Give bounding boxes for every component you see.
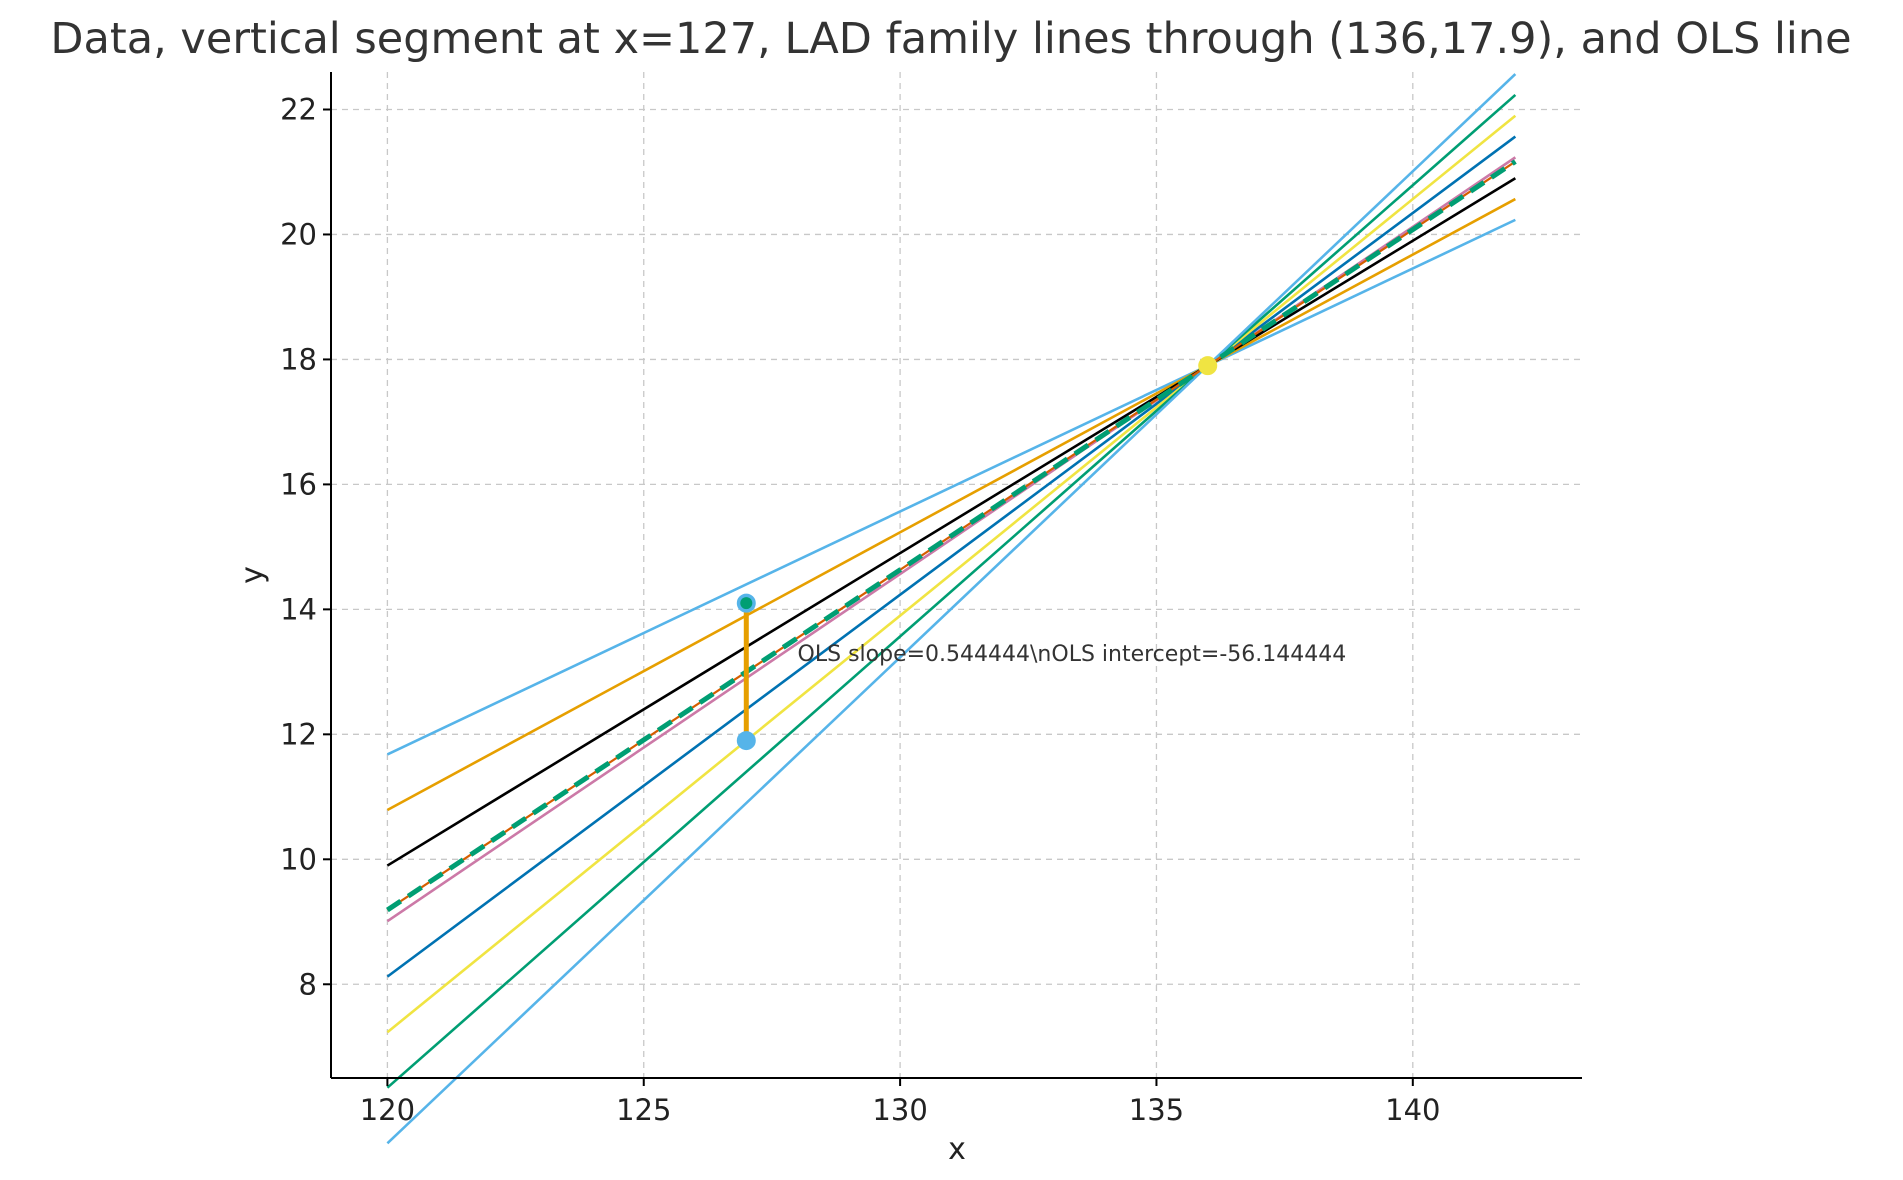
- lad-line-3: [386, 177, 1517, 867]
- lad-line-5: [386, 135, 1517, 978]
- axes: 120 125 130 135 140 8 10 12 14 16 18 20 22: [280, 72, 1582, 1127]
- ols-annotation: OLS slope=0.544444\nOLS intercept=-56.14…: [798, 642, 1347, 667]
- y-tick-label: 20: [280, 217, 317, 251]
- y-tick-label: 14: [280, 592, 317, 626]
- x-tick-label: 125: [616, 1093, 671, 1127]
- data-point-3: [1198, 356, 1218, 376]
- y-tick-label: 18: [280, 342, 317, 376]
- data-point-1-overlay: [740, 597, 753, 610]
- lad-line-6: [386, 114, 1517, 1034]
- lad-line-7: [386, 93, 1517, 1089]
- lad-line-8: [386, 73, 1517, 1145]
- x-axis-label: x: [948, 1132, 966, 1167]
- grid: [331, 72, 1582, 1078]
- y-tick-label: 22: [280, 92, 317, 126]
- ols-line: [386, 159, 1517, 913]
- lad-line-1: [386, 218, 1516, 756]
- y-tick-label: 16: [280, 467, 317, 501]
- x-tick-label: 120: [360, 1093, 415, 1127]
- y-tick-label: 10: [280, 842, 317, 876]
- data-point-2: [736, 731, 756, 751]
- lad-line-2: [386, 197, 1516, 812]
- y-axis-label: y: [235, 566, 270, 584]
- y-tick-label: 8: [299, 967, 317, 1001]
- x-tick-label: 135: [1129, 1093, 1184, 1127]
- chart-title: Data, vertical segment at x=127, LAD fam…: [50, 14, 1851, 64]
- x-tick-label: 140: [1385, 1093, 1440, 1127]
- series-layer: OLS slope=0.544444\nOLS intercept=-56.14…: [386, 73, 1517, 1145]
- y-tick-label: 12: [280, 717, 317, 751]
- x-tick-label: 130: [872, 1093, 927, 1127]
